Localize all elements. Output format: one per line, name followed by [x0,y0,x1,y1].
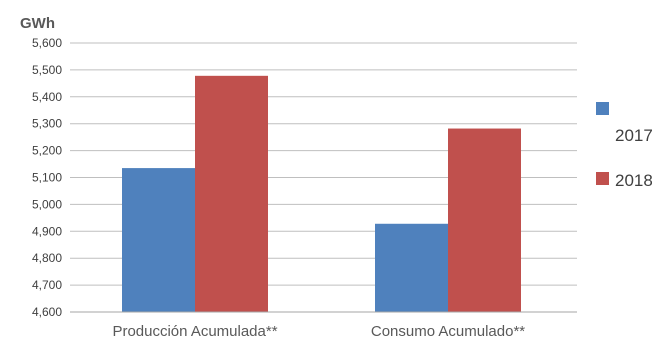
y-tick-label: 5,300 [32,117,62,131]
x-category-label: Consumo Acumulado** [371,323,525,340]
y-tick-label: 5,000 [32,197,62,211]
y-tick-label: 4,800 [32,251,62,265]
y-tick-label: 5,500 [32,63,62,77]
y-tick-label: 5,100 [32,171,62,185]
y-tick-label: 4,600 [32,305,62,319]
bar-2017-0 [122,168,195,312]
y-tick-label: 5,600 [32,36,62,50]
y-tick-label: 4,700 [32,278,62,292]
x-category-label: Producción Acumulada** [112,323,277,340]
y-tick-label: 4,900 [32,224,62,238]
legend-label-2018: 2018 [615,171,652,190]
bar-2017-1 [375,223,448,312]
y-tick-label: 5,400 [32,90,62,104]
legend-label-2017: 2017 [615,126,652,145]
y-tick-label: 5,200 [32,144,62,158]
legend-swatch-2018 [596,172,609,185]
bar-2018-1 [448,128,521,312]
y-axis: 4,600 4,700 4,800 4,900 5,000 5,100 5,200 5,300… [32,36,62,319]
bars [122,75,521,313]
bar-2018-0 [195,75,268,313]
x-axis: Producción Acumulada** Consumo Acumulado*… [70,311,577,340]
legend-swatch-2017 [596,102,609,115]
legend: 2017 2018 [596,102,652,190]
unit-label: GWh [20,15,55,32]
